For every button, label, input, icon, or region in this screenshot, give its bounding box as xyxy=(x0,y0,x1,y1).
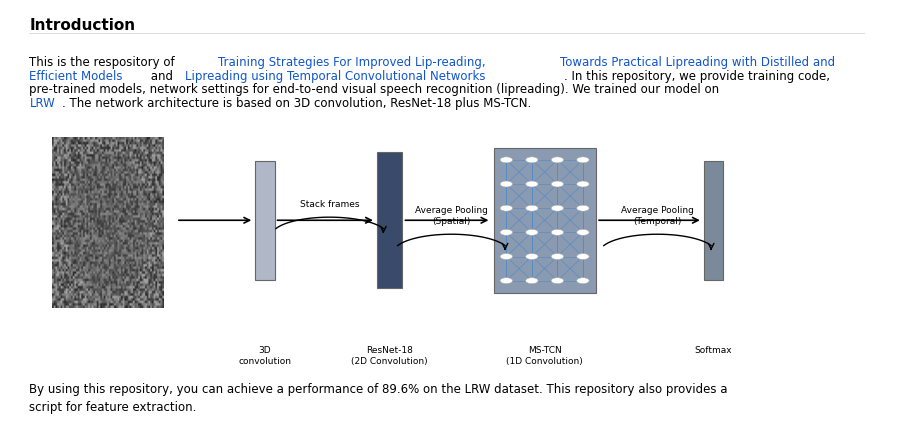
Bar xyxy=(494,148,595,293)
Text: Lipreading using Temporal Convolutional Networks: Lipreading using Temporal Convolutional … xyxy=(185,70,485,83)
Text: . In this repository, we provide training code,: . In this repository, we provide trainin… xyxy=(564,70,830,83)
Text: Stack frames: Stack frames xyxy=(300,200,359,209)
Circle shape xyxy=(525,205,538,211)
Text: Introduction: Introduction xyxy=(29,18,135,33)
Circle shape xyxy=(525,254,538,260)
Circle shape xyxy=(500,157,513,163)
Text: Training Strategies For Improved Lip-reading,: Training Strategies For Improved Lip-rea… xyxy=(218,56,485,69)
Circle shape xyxy=(576,157,589,163)
Text: By using this repository, you can achieve a performance of 89.6% on the LRW data: By using this repository, you can achiev… xyxy=(29,383,728,414)
Text: Average Pooling
(Temporal): Average Pooling (Temporal) xyxy=(621,206,694,226)
Circle shape xyxy=(500,278,513,284)
Text: ResNet-18
(2D Convolution): ResNet-18 (2D Convolution) xyxy=(351,346,427,366)
Text: and: and xyxy=(147,70,177,83)
Bar xyxy=(376,152,402,289)
Circle shape xyxy=(551,278,564,284)
Circle shape xyxy=(525,157,538,163)
Circle shape xyxy=(525,229,538,235)
Text: Average Pooling
(Spatial): Average Pooling (Spatial) xyxy=(415,206,488,226)
Circle shape xyxy=(576,205,589,211)
Circle shape xyxy=(576,278,589,284)
Circle shape xyxy=(525,181,538,187)
Text: MS-TCN
(1D Convolution): MS-TCN (1D Convolution) xyxy=(506,346,583,366)
Text: Softmax: Softmax xyxy=(694,346,733,355)
Circle shape xyxy=(500,205,513,211)
Circle shape xyxy=(551,229,564,235)
Text: Towards Practical Lipreading with Distilled and: Towards Practical Lipreading with Distil… xyxy=(560,56,835,69)
Circle shape xyxy=(551,205,564,211)
Bar xyxy=(704,161,724,280)
Circle shape xyxy=(551,157,564,163)
Circle shape xyxy=(551,254,564,260)
Text: Efficient Models: Efficient Models xyxy=(29,70,123,83)
Circle shape xyxy=(500,181,513,187)
Text: This is the respository of: This is the respository of xyxy=(29,56,179,69)
Circle shape xyxy=(576,229,589,235)
Circle shape xyxy=(500,254,513,260)
Circle shape xyxy=(500,229,513,235)
Text: . The network architecture is based on 3D convolution, ResNet-18 plus MS-TCN.: . The network architecture is based on 3… xyxy=(62,97,531,110)
Circle shape xyxy=(576,181,589,187)
Circle shape xyxy=(551,181,564,187)
Text: 3D
convolution: 3D convolution xyxy=(238,346,291,366)
Circle shape xyxy=(576,254,589,260)
Bar xyxy=(255,161,275,280)
Circle shape xyxy=(525,278,538,284)
Text: LRW: LRW xyxy=(29,97,55,110)
Text: pre-trained models, network settings for end-to-end visual speech recognition (l: pre-trained models, network settings for… xyxy=(29,83,720,96)
